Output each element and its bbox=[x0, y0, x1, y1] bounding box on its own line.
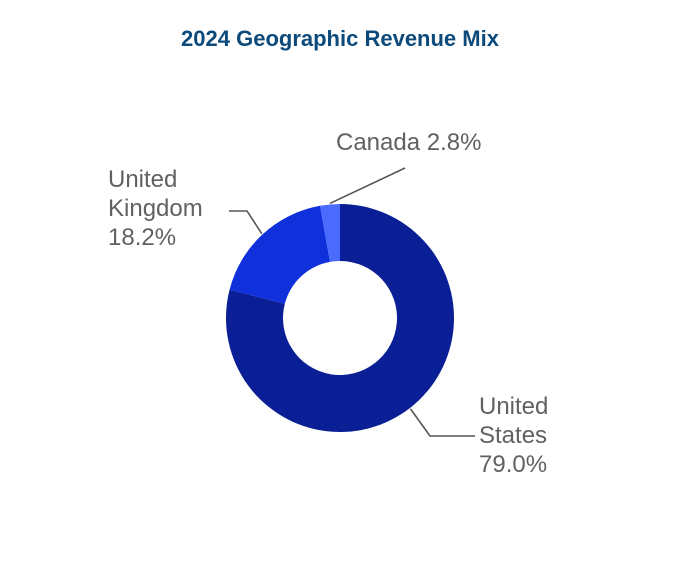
leader-line-canada bbox=[329, 167, 406, 205]
data-label-line: 79.0% bbox=[479, 451, 547, 478]
leader-line-united-states bbox=[409, 408, 475, 437]
slice-canada bbox=[320, 204, 340, 262]
data-label-united-states: United States 79.0% bbox=[479, 393, 548, 478]
data-label-line: United bbox=[479, 393, 548, 420]
chart-title: 2024 Geographic Revenue Mix bbox=[181, 26, 499, 51]
leader-line-united-kingdom bbox=[229, 210, 263, 235]
data-label-line: Kingdom bbox=[108, 195, 203, 222]
slice-united-kingdom bbox=[229, 205, 331, 304]
data-label-united-kingdom: United Kingdom 18.2% bbox=[108, 166, 203, 251]
slice-united-states bbox=[225, 204, 454, 432]
data-label-canada: Canada 2.8% bbox=[336, 129, 481, 156]
data-label-line: Canada 2.8% bbox=[336, 129, 481, 156]
data-label-line: 18.2% bbox=[108, 224, 176, 251]
data-label-line: States bbox=[479, 422, 547, 449]
data-label-line: United bbox=[108, 166, 177, 193]
